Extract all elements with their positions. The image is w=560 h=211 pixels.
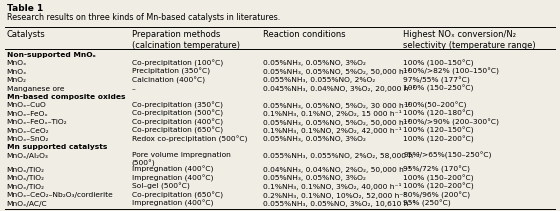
Text: 0.05%NH₃, 0.05%NO, 5%O₂, 50,000 h⁻¹: 0.05%NH₃, 0.05%NO, 5%O₂, 50,000 h⁻¹: [263, 119, 411, 126]
Text: Co-precipitation (100°C): Co-precipitation (100°C): [132, 60, 223, 67]
Text: 100% (150–250°C): 100% (150–250°C): [403, 85, 474, 92]
Text: 95% (250°C): 95% (250°C): [403, 200, 451, 207]
Text: 100%(50–200°C): 100%(50–200°C): [403, 102, 466, 109]
Text: 80%/96% (200°C): 80%/96% (200°C): [403, 192, 470, 199]
Text: 0.045%NH₃, 0.04%NO, 3%O₂, 20,000 h⁻¹: 0.045%NH₃, 0.04%NO, 3%O₂, 20,000 h⁻¹: [263, 85, 416, 92]
Text: 0.055%NH₃, 0.05%NO, 3%O₂, 10,610 h⁻¹: 0.055%NH₃, 0.05%NO, 3%O₂, 10,610 h⁻¹: [263, 200, 416, 207]
Text: –: –: [132, 86, 136, 92]
Text: Research results on three kinds of Mn-based catalysts in literatures.: Research results on three kinds of Mn-ba…: [7, 13, 280, 22]
Text: 0.055%NH₃, 0.055%NO, 2%O₂, 58,000 h⁻¹: 0.055%NH₃, 0.055%NO, 2%O₂, 58,000 h⁻¹: [263, 152, 421, 159]
Text: 100% (120–180°C): 100% (120–180°C): [403, 110, 474, 117]
Text: MnOₓ–CeO₂–Nb₂O₃/cordierite: MnOₓ–CeO₂–Nb₂O₃/cordierite: [7, 192, 114, 198]
Text: 0.05%NH₃, 0.05%NO, 3%O₂: 0.05%NH₃, 0.05%NO, 3%O₂: [263, 175, 366, 181]
Text: 0.055%NH₃, 0.055%NO, 2%O₂: 0.055%NH₃, 0.055%NO, 2%O₂: [263, 77, 375, 83]
Text: 0.05%NH₃, 0.05%NO, 5%O₂, 50,000 h⁻¹: 0.05%NH₃, 0.05%NO, 5%O₂, 50,000 h⁻¹: [263, 68, 411, 75]
Text: 0.2%NH₃, 0.1%NO, 10%O₂, 52,000 h⁻¹: 0.2%NH₃, 0.1%NO, 10%O₂, 52,000 h⁻¹: [263, 192, 407, 199]
Text: Co-precipitation (350°C): Co-precipitation (350°C): [132, 102, 222, 109]
Text: Table 1: Table 1: [7, 4, 43, 13]
Text: 100%/>90% (200–300°C): 100%/>90% (200–300°C): [403, 119, 499, 126]
Text: MnOₓ/TiO₂: MnOₓ/TiO₂: [7, 184, 45, 190]
Text: MnOₓ/Al₂O₃: MnOₓ/Al₂O₃: [7, 153, 49, 159]
Text: Preparation methods
(calcination temperature): Preparation methods (calcination tempera…: [132, 30, 240, 50]
Text: Non-supported MnOₓ: Non-supported MnOₓ: [7, 52, 95, 58]
Text: MnOₓ/AC/C: MnOₓ/AC/C: [7, 201, 48, 207]
Text: 100% (120–150°C): 100% (120–150°C): [403, 127, 474, 134]
Text: Co-precipitation (500°C): Co-precipitation (500°C): [132, 110, 223, 117]
Text: Pore volume impregnation
(500°): Pore volume impregnation (500°): [132, 153, 231, 168]
Text: 100%/>82% (100–150°C): 100%/>82% (100–150°C): [403, 68, 499, 75]
Text: 0.05%NH₃, 0.05%NO, 3%O₂: 0.05%NH₃, 0.05%NO, 3%O₂: [263, 136, 366, 142]
Text: Co-precipitation (400°C): Co-precipitation (400°C): [132, 119, 223, 126]
Text: Co-precipitation (650°C): Co-precipitation (650°C): [132, 192, 223, 199]
Text: 0.1%NH₃, 0.1%NO, 2%O₂, 15 000 h⁻¹: 0.1%NH₃, 0.1%NO, 2%O₂, 15 000 h⁻¹: [263, 110, 402, 117]
Text: Co-precipitation (650°C): Co-precipitation (650°C): [132, 127, 223, 134]
Text: Reaction conditions: Reaction conditions: [263, 30, 346, 39]
Text: Impregnation (400°C): Impregnation (400°C): [132, 200, 213, 207]
Text: Mn-based composite oxides: Mn-based composite oxides: [7, 94, 125, 100]
Text: MnOₓ–CuO: MnOₓ–CuO: [7, 102, 46, 108]
Text: 0.1%NH₃, 0.1%NO, 3%O₂, 40,000 h⁻¹: 0.1%NH₃, 0.1%NO, 3%O₂, 40,000 h⁻¹: [263, 183, 402, 190]
Text: Highest NOₓ conversion/N₂
selectivity (temperature range): Highest NOₓ conversion/N₂ selectivity (t…: [403, 30, 536, 50]
Text: MnOₓ/TiO₂: MnOₓ/TiO₂: [7, 175, 45, 181]
Text: 95%/72% (170°C): 95%/72% (170°C): [403, 166, 470, 173]
Text: 100% (150–200°C): 100% (150–200°C): [403, 175, 474, 182]
Text: MnOₓ: MnOₓ: [7, 69, 27, 75]
Text: MnOₓ: MnOₓ: [7, 60, 27, 66]
Text: Mn supported catalysts: Mn supported catalysts: [7, 145, 107, 150]
Text: MnOₓ/TiO₂: MnOₓ/TiO₂: [7, 167, 45, 173]
Text: Manganese ore: Manganese ore: [7, 86, 64, 92]
Text: Impregnation (400°C): Impregnation (400°C): [132, 166, 213, 173]
Text: Calcination (400°C): Calcination (400°C): [132, 77, 205, 84]
Text: Impregnation (400°C): Impregnation (400°C): [132, 175, 213, 182]
Text: 0.04%NH₃, 0.04%NO, 2%O₂, 50,000 h⁻¹: 0.04%NH₃, 0.04%NO, 2%O₂, 50,000 h⁻¹: [263, 166, 411, 173]
Text: MnOₓ–FeOₓ–TiO₂: MnOₓ–FeOₓ–TiO₂: [7, 119, 67, 125]
Text: MnOₓ–FeOₓ: MnOₓ–FeOₓ: [7, 111, 49, 117]
Text: Sol–gel (500°C): Sol–gel (500°C): [132, 183, 189, 190]
Text: 100% (120–200°C): 100% (120–200°C): [403, 183, 474, 190]
Text: Precipitation (350°C): Precipitation (350°C): [132, 68, 210, 75]
Text: 0.05%NH₃, 0.05%NO, 3%O₂: 0.05%NH₃, 0.05%NO, 3%O₂: [263, 60, 366, 66]
Text: Redox co-precipitation (500°C): Redox co-precipitation (500°C): [132, 136, 247, 143]
Text: 95%/>65%(150–250°C): 95%/>65%(150–250°C): [403, 152, 492, 159]
Text: 100% (100–150°C): 100% (100–150°C): [403, 60, 474, 67]
Text: 100% (120–200°C): 100% (120–200°C): [403, 136, 474, 143]
Text: MnO₂: MnO₂: [7, 77, 27, 83]
Text: MnOₓ–CeO₂: MnOₓ–CeO₂: [7, 128, 49, 134]
Text: 0.1%NH₃, 0.1%NO, 2%O₂, 42,000 h⁻¹: 0.1%NH₃, 0.1%NO, 2%O₂, 42,000 h⁻¹: [263, 127, 402, 134]
Text: 0.05%NH₃, 0.05%NO, 5%O₂, 30 000 h⁻¹: 0.05%NH₃, 0.05%NO, 5%O₂, 30 000 h⁻¹: [263, 102, 411, 109]
Text: Catalysts: Catalysts: [7, 30, 45, 39]
Text: MnOₓ–SnO₂: MnOₓ–SnO₂: [7, 136, 49, 142]
Text: 97%/55% (177°C): 97%/55% (177°C): [403, 77, 470, 84]
